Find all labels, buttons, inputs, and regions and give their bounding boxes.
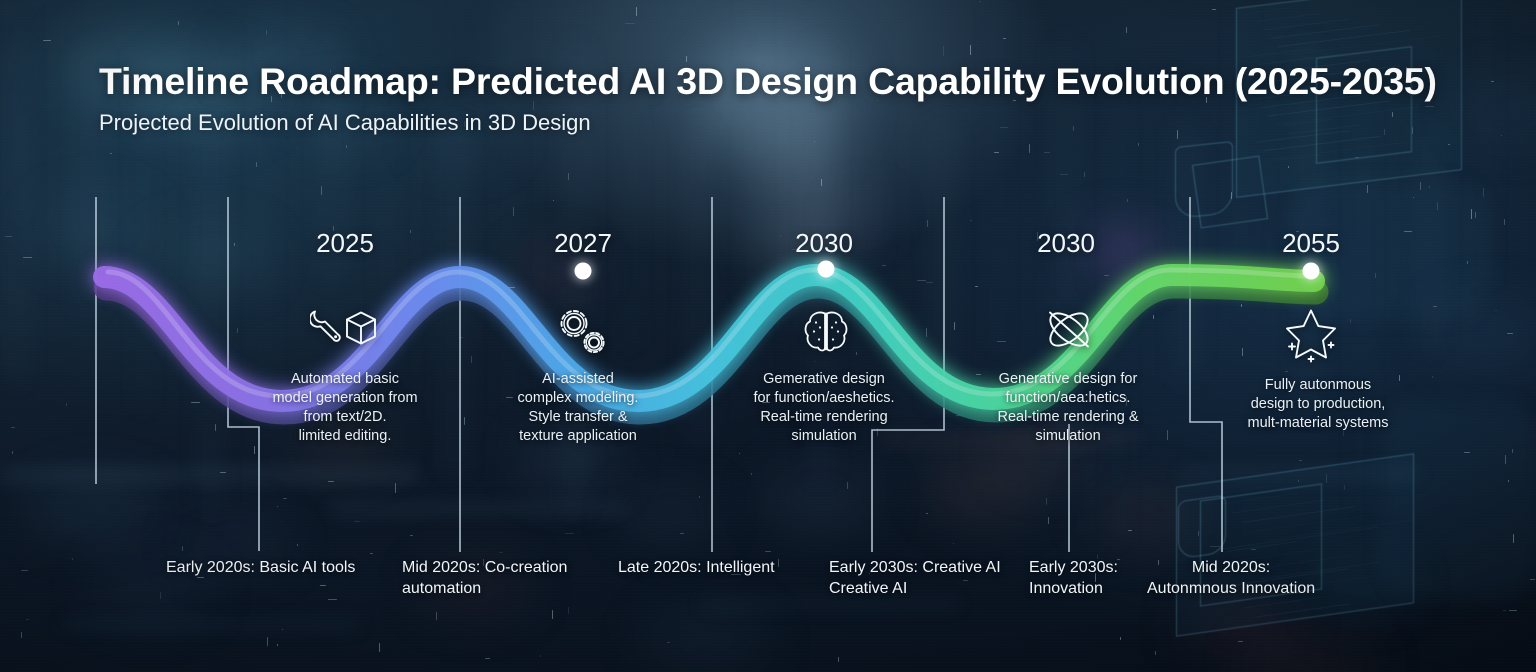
timeline-roadmap-infographic: Timeline Roadmap: Predicted AI 3D Design… — [0, 0, 1536, 672]
vignette-overlay — [0, 0, 1536, 672]
